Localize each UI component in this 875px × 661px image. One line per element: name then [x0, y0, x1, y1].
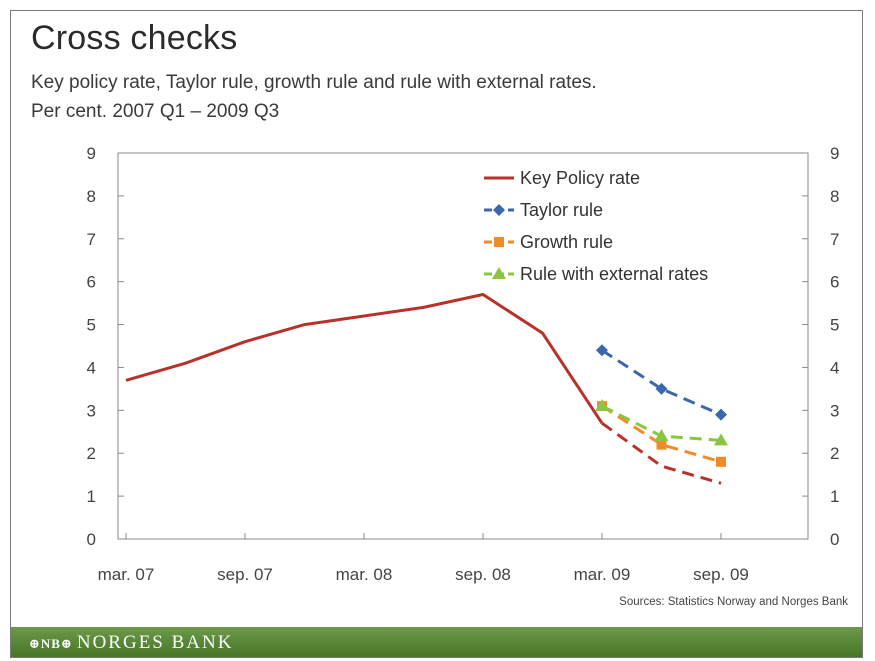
subtitle-line-1: Key policy rate, Taylor rule, growth rul… — [31, 72, 597, 93]
y-tick-label-left-5: 5 — [87, 316, 96, 335]
legend-label-2: Growth rule — [520, 232, 613, 252]
x-tick-label-5: sep. 09 — [693, 565, 749, 584]
series-2-point-0-1 — [656, 439, 667, 450]
logo-text: NORGES BANK — [76, 632, 234, 653]
series-1-point-0-0 — [596, 344, 608, 357]
subtitle-line-2: Per cent. 2007 Q1 – 2009 Q3 — [31, 101, 280, 122]
logo-mark: ⊕NB⊕ — [29, 636, 73, 651]
legend-label-1: Taylor rule — [520, 200, 603, 220]
plot-area-border — [117, 152, 809, 540]
chart-frame: Cross checks Key policy rate, Taylor rul… — [10, 10, 863, 658]
series-3-point-0-1 — [654, 429, 669, 442]
y-tick-label-left-7: 7 — [87, 230, 96, 249]
y-tick-label-left-3: 3 — [87, 401, 96, 420]
series-1-line-0 — [601, 349, 722, 416]
footer-bar: ⊕NB⊕ NORGES BANK — [11, 627, 862, 657]
y-tick-label-right-0: 0 — [830, 530, 839, 549]
chart-title: Cross checks — [31, 19, 238, 57]
legend-label-0: Key Policy rate — [520, 168, 640, 188]
series-0-line-1 — [601, 421, 722, 485]
chart-subtitle: Key policy rate, Taylor rule, growth rul… — [31, 68, 597, 126]
norges-bank-logo: ⊕NB⊕ NORGES BANK — [29, 632, 233, 654]
legend-swatch-marker-3 — [492, 267, 506, 279]
series-0-line-0 — [125, 293, 604, 425]
y-tick-label-left-4: 4 — [87, 358, 96, 377]
y-tick-label-right-8: 8 — [830, 187, 839, 206]
y-tick-label-right-4: 4 — [830, 358, 839, 377]
legend-label-3: Rule with external rates — [520, 264, 708, 284]
y-tick-label-right-5: 5 — [830, 316, 839, 335]
y-tick-label-left-8: 8 — [87, 187, 96, 206]
source-note: Sources: Statistics Norway and Norges Ba… — [619, 596, 848, 608]
legend-swatch-marker-2 — [494, 237, 504, 247]
y-tick-label-right-7: 7 — [830, 230, 839, 249]
y-tick-label-left-6: 6 — [87, 273, 96, 292]
series-2-point-0-2 — [716, 456, 726, 467]
series-2-line-0 — [601, 404, 722, 464]
y-tick-label-left-9: 9 — [87, 144, 96, 163]
x-tick-label-0: mar. 07 — [98, 565, 155, 584]
y-tick-label-right-1: 1 — [830, 487, 839, 506]
y-tick-label-left-1: 1 — [87, 487, 96, 506]
x-tick-label-4: mar. 09 — [574, 565, 631, 584]
y-tick-label-left-2: 2 — [87, 444, 96, 463]
y-tick-label-right-9: 9 — [830, 144, 839, 163]
x-tick-label-2: mar. 08 — [336, 565, 393, 584]
y-tick-label-left-0: 0 — [87, 530, 96, 549]
y-tick-label-right-3: 3 — [830, 401, 839, 420]
y-tick-label-right-6: 6 — [830, 273, 839, 292]
series-1-point-0-1 — [655, 382, 668, 395]
x-tick-label-1: sep. 07 — [217, 565, 273, 584]
line-chart: 0 0 1 1 2 2 3 3 4 4 5 5 6 6 7 7 8 8 9 9 mar. 07 sep. 07 mar. 0… — [87, 144, 849, 608]
y-tick-label-right-2: 2 — [830, 444, 839, 463]
series-3-point-0-0 — [595, 399, 609, 412]
x-tick-label-3: sep. 08 — [455, 565, 511, 584]
series-1-point-0-2 — [715, 408, 727, 421]
series-3-point-0-2 — [714, 433, 728, 446]
legend-swatch-marker-1 — [493, 204, 505, 216]
